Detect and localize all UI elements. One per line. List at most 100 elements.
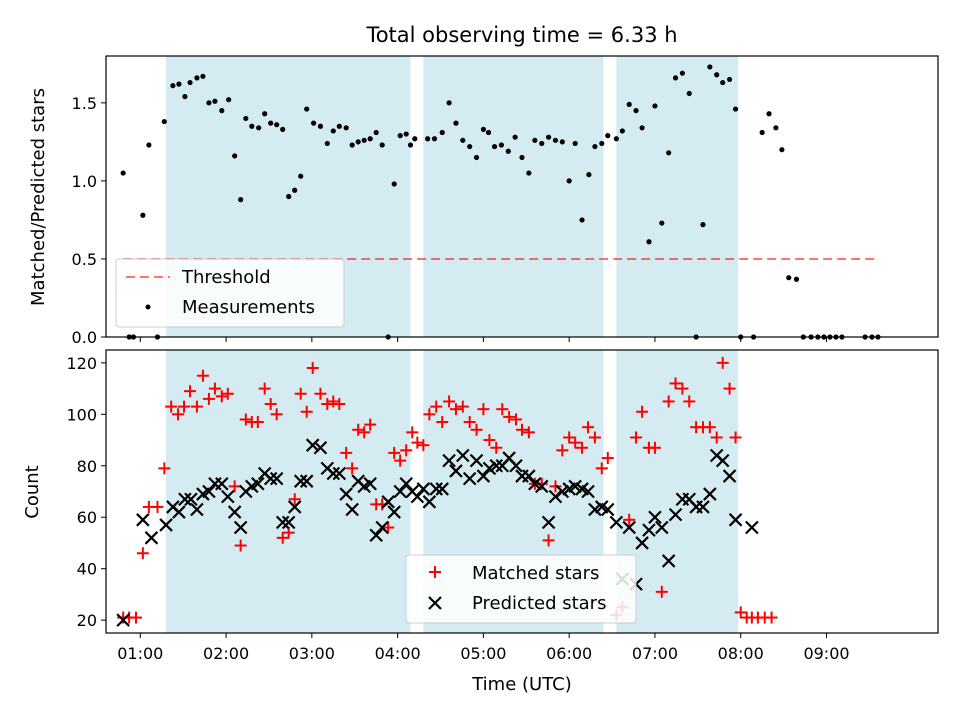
predicted-star-point — [227, 505, 242, 519]
matched-star-point — [158, 462, 171, 475]
measurement-point — [243, 115, 249, 122]
matched-star-point — [417, 439, 430, 452]
measurement-point — [460, 137, 466, 143]
measurement-point — [599, 140, 605, 147]
top-legend-box — [115, 258, 345, 328]
measurement-point — [176, 81, 182, 87]
measurement-point — [552, 137, 559, 143]
matched-star-point — [382, 521, 395, 534]
matched-star-point — [729, 431, 742, 444]
bottom-legend-box — [405, 554, 637, 624]
predicted-star-point — [703, 487, 717, 501]
matched-star-point — [340, 446, 353, 459]
matched-star-point — [294, 387, 307, 400]
predicted-star-point — [221, 489, 235, 504]
measurement-point — [766, 111, 772, 117]
x-tick-label: 05:00 — [460, 644, 506, 663]
matched-star-point — [463, 416, 476, 429]
matched-star-point — [202, 392, 215, 405]
matched-star-point — [582, 421, 595, 434]
matched-star-point — [178, 400, 191, 413]
measurement-point — [453, 120, 459, 126]
predicted-star-point — [281, 515, 296, 530]
measurement-point — [519, 154, 525, 161]
bottom-y-ticks: 20 40 60 80 100 120 — [66, 354, 106, 630]
legend-matched-swatch — [429, 566, 441, 578]
predicted-star-point — [429, 482, 444, 496]
matched-star-point — [151, 500, 164, 513]
legend-measurements-label: Measurements — [182, 297, 315, 318]
predicted-star-point — [715, 453, 730, 468]
y-tick-label: 60 — [77, 508, 97, 527]
predicted-star-point — [600, 502, 615, 517]
predicted-star-point — [548, 489, 563, 504]
matched-star-point — [321, 398, 334, 411]
matched-star-point — [172, 408, 185, 421]
matched-star-point — [400, 444, 413, 457]
matched-star-point — [215, 390, 228, 403]
measurement-point — [633, 108, 639, 114]
measurement-point — [206, 100, 212, 106]
measurement-point — [480, 126, 487, 132]
measurement-point — [559, 139, 565, 145]
predicted-star-point — [326, 466, 341, 481]
matched-star-point — [630, 431, 643, 444]
matched-star-point — [251, 416, 264, 429]
measurement-point — [286, 193, 292, 200]
measurement-point — [652, 103, 658, 109]
measurement-point — [336, 123, 342, 129]
measurement-points — [120, 64, 881, 340]
measurement-point — [379, 142, 385, 148]
bottom-legend: Matched stars Predicted stars — [405, 554, 637, 624]
predicted-star-point — [522, 469, 536, 483]
measurement-point — [619, 128, 625, 134]
measurement-point — [605, 133, 611, 139]
matched-star-point — [346, 462, 359, 475]
predicted-star-point — [136, 513, 150, 527]
predicted-star-point — [399, 477, 413, 491]
predicted-star-point — [332, 466, 347, 481]
predicted-star-point — [305, 438, 320, 452]
x-axis-label: Time (UTC) — [471, 674, 572, 695]
matched-star-point — [483, 434, 496, 447]
measurement-point — [613, 136, 619, 142]
measurement-point — [626, 101, 632, 107]
matched-star-point — [595, 462, 608, 475]
measurement-point — [720, 79, 726, 86]
x-tick-label: 04:00 — [375, 644, 421, 663]
predicted-star-point — [745, 520, 759, 535]
measurement-point — [666, 150, 672, 156]
matched-star-point — [364, 418, 377, 431]
measurement-point — [140, 212, 146, 218]
y-tick-label: 80 — [77, 457, 97, 476]
y-tick-label: 20 — [77, 611, 97, 630]
measurement-point — [349, 142, 355, 148]
matched-star-point — [601, 452, 614, 465]
predicted-star-point — [609, 515, 624, 530]
bottom-y-axis-label: Count — [22, 465, 43, 518]
matched-star-point — [288, 493, 301, 506]
matched-star-point — [703, 421, 716, 434]
matched-star-point — [456, 400, 469, 413]
predicted-star-point — [469, 453, 484, 468]
measurement-point — [407, 142, 414, 148]
predicted-star-point — [456, 448, 470, 463]
measurement-point — [274, 122, 280, 128]
matched-star-point — [765, 611, 778, 624]
measurement-point — [545, 134, 552, 140]
legend-matched-label: Matched stars — [472, 563, 599, 584]
measurement-point — [219, 108, 225, 114]
predicted-star-point — [287, 500, 302, 514]
measurement-point — [686, 90, 692, 97]
matched-star-point — [228, 480, 241, 493]
measurement-point — [161, 118, 167, 125]
measurement-point — [532, 137, 538, 143]
top-axes-frame — [105, 55, 939, 338]
predicted-star-point — [449, 464, 463, 478]
predicted-star-point — [190, 502, 204, 517]
matched-star-point — [300, 405, 313, 418]
matched-star-point — [411, 436, 424, 449]
predicted-star-point — [144, 531, 159, 545]
matched-star-point — [430, 400, 443, 413]
measurement-point — [343, 125, 349, 131]
